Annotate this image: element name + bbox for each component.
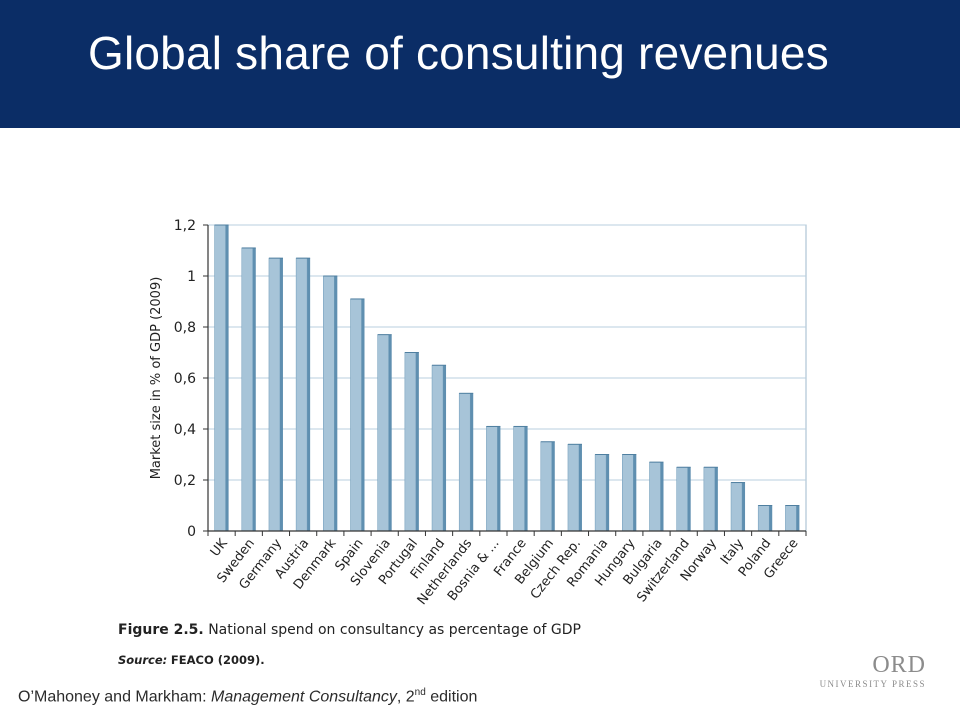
bar-side <box>361 298 365 531</box>
footer-edition-prefix: , 2 <box>396 688 415 706</box>
bar-side <box>443 365 447 531</box>
y-tick-label: 0,4 <box>174 422 196 438</box>
publisher-logo: ORD UNIVERSITY PRESS <box>800 652 930 692</box>
bar-side <box>415 352 419 531</box>
bar <box>377 334 389 532</box>
bar-side <box>633 454 637 531</box>
figure-caption: Figure 2.5. National spend on consultanc… <box>118 622 581 638</box>
bar-side <box>388 334 392 531</box>
bar <box>730 482 743 532</box>
figure-caption-text: National spend on consultancy as percent… <box>208 622 581 638</box>
bar <box>214 224 226 532</box>
footer-edition-suffix: edition <box>425 688 478 706</box>
bar <box>458 393 471 532</box>
bar-side <box>606 454 610 531</box>
bar <box>757 505 770 532</box>
figure-source: Source: FEACO (2009). <box>118 653 265 667</box>
bar <box>540 441 553 532</box>
bar-side <box>742 482 746 531</box>
logo-text-top: ORD <box>872 652 926 678</box>
title-bar: Global share of consulting revenues <box>0 0 960 128</box>
bar <box>622 454 634 532</box>
y-tick-label: 0,6 <box>174 371 196 387</box>
bar <box>594 454 607 532</box>
y-tick-label: 1 <box>187 269 196 285</box>
bar <box>676 466 688 532</box>
bar <box>567 444 580 532</box>
bar <box>703 466 716 532</box>
bar-side <box>252 247 256 531</box>
bar-side <box>687 467 691 531</box>
bar-chart: 0 0,2 0,4 0,6 0,8 1 1,2 Market size in % of GDP… <box>149 218 807 608</box>
bar-side <box>714 467 718 531</box>
logo-text-bottom: UNIVERSITY PRESS <box>819 679 926 689</box>
footer-edition-sup: nd <box>414 687 426 698</box>
bar <box>513 426 525 532</box>
bar-side <box>524 426 528 531</box>
bar <box>350 298 362 532</box>
bar-side <box>279 258 283 531</box>
bar <box>785 505 797 532</box>
y-tick-label: 1,2 <box>174 218 196 234</box>
y-tick-label: 0,8 <box>174 320 196 336</box>
source-label: Source: <box>118 653 168 667</box>
bar <box>649 461 661 532</box>
bar-side <box>551 441 555 531</box>
bar-side <box>497 426 501 531</box>
bar <box>404 352 417 532</box>
footer-citation: O’Mahoney and Markham: Management Consul… <box>18 687 477 706</box>
y-axis-title: Market size in % of GDP (2009) <box>149 277 164 480</box>
bar <box>241 247 254 532</box>
bar-side <box>578 444 582 531</box>
bar-side <box>470 393 474 531</box>
bar-side <box>334 276 338 531</box>
footer-book-title: Management Consultancy <box>210 688 397 706</box>
bar-side <box>307 258 311 531</box>
y-tick-label: 0 <box>187 524 196 540</box>
bar <box>323 275 335 532</box>
bar <box>268 257 281 532</box>
bar-side <box>769 505 773 531</box>
x-category-label: UK <box>208 536 231 560</box>
bar-side <box>660 462 664 531</box>
source-value: FEACO (2009). <box>170 653 265 667</box>
bar <box>486 426 498 532</box>
slide-title: Global share of consulting revenues <box>88 27 829 79</box>
y-tick-label: 0,2 <box>174 473 196 489</box>
bar <box>431 364 444 532</box>
footer-authors: O’Mahoney and Markham: <box>18 688 211 706</box>
bar-side <box>225 225 229 531</box>
figure-number: Figure 2.5. <box>118 622 204 638</box>
bar <box>295 257 308 532</box>
bar-side <box>796 505 800 531</box>
